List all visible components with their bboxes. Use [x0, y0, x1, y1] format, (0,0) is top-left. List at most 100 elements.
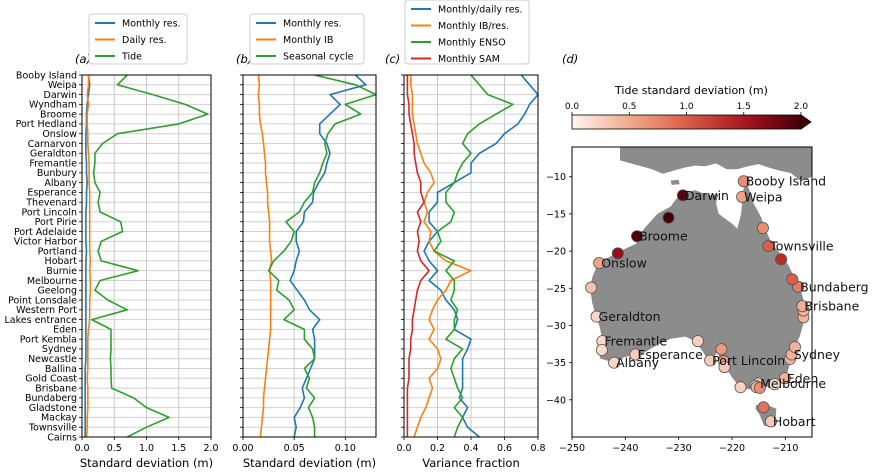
x-tick-label: 0.5 — [107, 443, 122, 454]
map-y-tick-label: −10 — [546, 172, 566, 183]
series-line — [85, 75, 92, 438]
station-map-label: Fremantle — [604, 334, 667, 349]
panel-label: (c) — [385, 52, 400, 66]
station-map-label: Weipa — [744, 189, 782, 204]
legend-entry: Monthly ENSO — [438, 38, 506, 49]
station-label: Newcastle — [28, 354, 77, 365]
station-marker — [629, 348, 642, 361]
station-label: Port Lincoln — [21, 207, 77, 218]
land-north — [620, 147, 812, 182]
legend-entry: Monthly/daily res. — [438, 5, 523, 16]
series-line — [433, 74, 514, 438]
land-australia — [590, 181, 806, 390]
map-frame — [571, 146, 813, 438]
station-label: Port Hedland — [16, 119, 77, 130]
station-label: Burnie — [46, 266, 77, 277]
station-marker — [611, 247, 624, 260]
axes-frame — [242, 74, 377, 438]
station-label: Port Kembla — [20, 334, 77, 345]
station-label: Sydney — [42, 344, 78, 355]
station-marker — [590, 310, 603, 323]
map-y-tick-label: −25 — [546, 284, 566, 295]
legend: Monthly res. Daily res. Tide — [88, 13, 188, 65]
station-marker — [788, 341, 801, 354]
station-map-label: Geraldton — [599, 309, 661, 324]
station-marker — [796, 300, 809, 313]
station-map-label: Melbourne — [760, 376, 826, 391]
map-y-tick-label: −40 — [546, 395, 566, 406]
station-label: Onslow — [42, 129, 77, 140]
x-tick-label: 0.05 — [284, 443, 305, 454]
station-marker — [718, 361, 731, 374]
series-line — [267, 74, 377, 437]
station-marker — [737, 175, 750, 188]
station-marker — [757, 401, 770, 414]
legend-entry: Monthly SAM — [438, 54, 500, 65]
station-label: Townsville — [28, 423, 77, 434]
station-label: Geraldton — [30, 149, 77, 160]
station-label: Port Adelaide — [14, 227, 77, 238]
colorbar-tick-label: 0.0 — [565, 102, 580, 112]
legend-entry: Monthly res. — [122, 19, 181, 30]
station-marker — [593, 256, 606, 269]
station-marker — [662, 211, 675, 224]
station-label: Victor Harbor — [14, 237, 77, 248]
x-tick-label: 2.0 — [203, 443, 218, 454]
x-tick-label: 1.0 — [139, 443, 154, 454]
station-label: Broome — [40, 109, 77, 120]
x-tick-label: 0.6 — [497, 443, 512, 454]
station-marker — [595, 343, 608, 356]
station-marker — [778, 372, 791, 385]
station-map-label: Esperance — [637, 347, 703, 362]
colorbar — [571, 114, 802, 130]
x-tick-label: 0.00 — [232, 443, 253, 454]
station-label: Bundaberg — [25, 393, 77, 404]
station-map-label: Onslow — [601, 256, 647, 271]
legend-entry: Seasonal cycle — [283, 52, 354, 63]
colorbar-tick-label: 0.5 — [622, 102, 636, 112]
station-marker — [631, 230, 644, 243]
station-label: Bunbury — [37, 168, 78, 179]
station-marker — [691, 335, 704, 348]
legend-entry: Monthly IB — [283, 35, 333, 46]
series-line — [90, 74, 209, 438]
station-map-label: Port Lincoln — [712, 353, 785, 368]
x-tick-label: 0.0 — [396, 443, 411, 454]
panel-label: (b) — [236, 52, 252, 66]
station-map-label: Darwin — [685, 188, 729, 203]
station-marker — [608, 356, 621, 369]
station-marker — [704, 354, 717, 367]
map-x-tick-label: −250 — [559, 443, 585, 454]
legend-entry: Monthly res. — [283, 19, 342, 30]
station-map-label: Eden — [787, 371, 818, 386]
colorbar-tick-label: 1.5 — [737, 102, 751, 112]
station-label: Ballina — [45, 364, 77, 375]
panel-a-standard-deviation-components: Booby IslandWeipaDarwinWyndhamBroomePort… — [5, 13, 219, 470]
station-label: Esperance — [27, 188, 77, 199]
station-label: Cairns — [47, 432, 77, 443]
panel-label: (d) — [562, 52, 578, 66]
station-label: Hobart — [45, 256, 78, 267]
station-label: Gladstone — [29, 403, 77, 414]
station-marker — [775, 253, 788, 266]
series-line — [423, 74, 539, 438]
station-map-label: Albany — [616, 355, 660, 370]
series-line — [84, 74, 91, 437]
x-tick-label: 0.10 — [335, 443, 356, 454]
series-line — [409, 75, 472, 438]
station-label: Port Pirie — [35, 217, 78, 228]
station-label: Mackay — [41, 413, 77, 424]
station-map-label: Booby Island — [746, 174, 826, 189]
panel-c-variance-fraction: 0.0 0.2 0.4 0.6 0.8 Variance fraction (c) Month… — [385, 0, 546, 470]
map-x-tick-label: −220 — [719, 443, 745, 454]
station-label: Portland — [38, 246, 77, 257]
station-label: Wyndham — [29, 100, 77, 111]
station-map-label: Townsville — [769, 238, 834, 253]
station-marker — [753, 381, 766, 394]
station-marker — [764, 415, 777, 428]
x-axis-label: Standard deviation (m) — [243, 456, 376, 470]
station-label: Gold Coast — [25, 374, 77, 385]
legend: Monthly/daily res. Monthly IB/res. Monthly… — [404, 0, 530, 65]
station-marker — [736, 190, 749, 203]
